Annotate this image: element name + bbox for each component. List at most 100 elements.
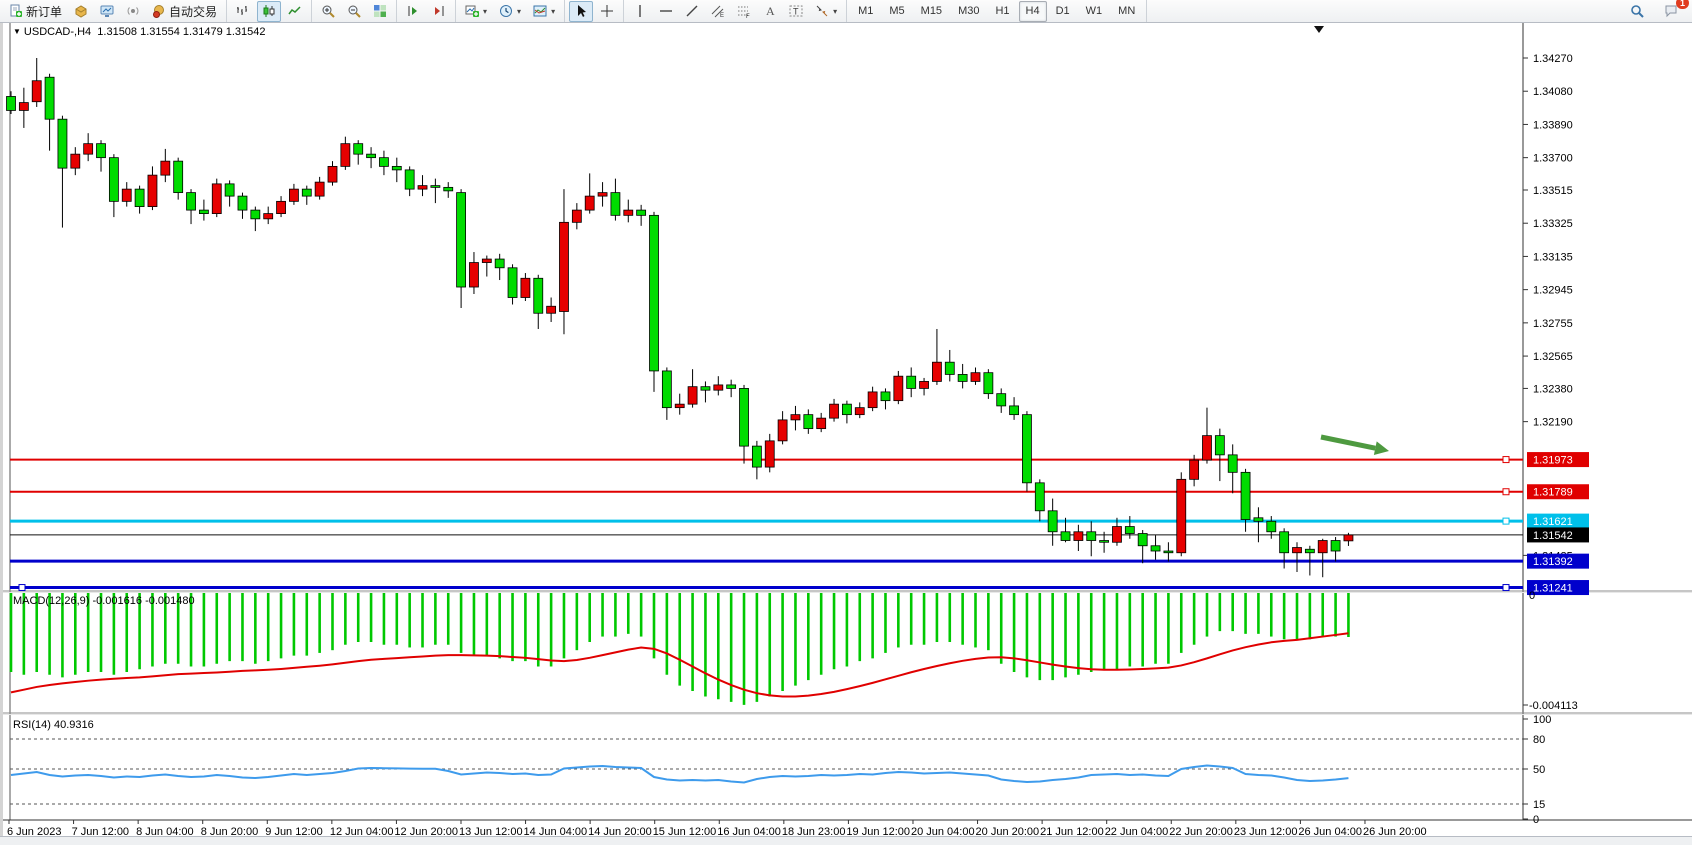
candle-63-bull [816,412,827,433]
charts-box-button[interactable] [69,1,93,22]
rsi-axis-label: 100 [1533,714,1551,726]
candle-59-bull [764,433,775,473]
timeframe-m5-button[interactable]: M5 [889,5,905,17]
macd-indicator-label: MACD(12,26,9) -0.001616 -0.001480 [13,595,195,607]
timeframe-m30-button[interactable]: M30 [958,5,980,17]
tile-windows-button[interactable] [368,1,392,22]
price-tick-label: 1.32190 [1533,417,1573,429]
market-watch-button[interactable] [95,1,119,22]
candle-15-bear [198,199,209,221]
trend-line-button[interactable] [680,1,704,22]
candle-46-bull [597,182,608,207]
dropdown-caret-icon[interactable]: ▾ [551,6,556,16]
text-label-button[interactable]: T [784,1,808,22]
price-tick-label: 1.32755 [1533,318,1573,330]
chat-button[interactable]: 1 [1659,0,1689,22]
candle-16-bull [211,178,222,218]
zoom-in-button[interactable] [316,1,340,22]
autotrade-button[interactable]: 自动交易 [147,1,222,22]
crosshair-icon [600,4,614,18]
signals-button[interactable] [121,1,145,22]
candle-75-bull [970,367,981,385]
candle-18-bear [237,192,248,219]
toolbar-group-4: ▾ ▾ ▾ [456,0,566,22]
crosshair-button[interactable] [595,1,619,22]
cursor-button[interactable] [569,0,594,22]
trend-arrow-annotation[interactable] [1320,434,1389,456]
hline-left-handle[interactable] [18,584,26,592]
time-label: 8 Jun 20:00 [201,826,259,838]
candlestick-chart-canvas[interactable]: 1.34270 1.34080 1.33890 1.33700 1.33515 1.333… [3,22,1692,844]
rsi-indicator-label: RSI(14) 40.9316 [13,719,94,731]
candle-44-bull [571,203,582,230]
time-label: 13 Jun 12:00 [459,826,523,838]
new-chart-button[interactable]: ▾ [460,1,492,22]
time-label: 26 Jun 20:00 [1363,826,1427,838]
time-label: 23 Jun 12:00 [1234,826,1298,838]
main-toolbar: 新订单 自动交易 ▾ ▾ ▾ E F A T ▾ M1 M5 M15 M30 H1 H4 D1 W1 MN 1 [0,0,1692,23]
timeframe-w1-button[interactable]: W1 [1085,5,1103,17]
dropdown-caret-icon[interactable]: ▾ [517,6,522,16]
candle-52-bull [674,393,685,415]
zoom-out-button[interactable] [342,1,366,22]
horizontal-line-button[interactable] [654,1,678,22]
candle-22-bull [289,183,299,205]
candle-89-bear [1150,535,1161,560]
dropdown-caret-icon[interactable]: ▾ [483,6,488,16]
timeframe-m1-button[interactable]: M1 [858,5,874,17]
time-label: 22 Jun 20:00 [1169,826,1233,838]
hline-handle-1.31973[interactable] [1502,456,1510,464]
candle-65-bear [842,400,852,424]
candle-64-bull [829,398,839,422]
candle-11-bull [147,166,158,211]
rsi-axis-label: 0 [1533,814,1539,826]
vertical-line-button[interactable] [628,1,652,22]
candle-93-bull [1202,407,1212,464]
timeframe-h1-button[interactable]: H1 [995,5,1010,17]
hline-handle-1.31241[interactable] [1502,584,1510,592]
hline-handle-1.31621[interactable] [1502,517,1510,525]
new-order-button[interactable]: 新订单 [4,1,67,22]
candle-32-bull [417,175,428,197]
hline-handle-1.31789[interactable] [1502,488,1510,496]
vertical-line-icon [633,4,647,18]
time-label: 9 Jun 12:00 [265,826,323,838]
line-chart-button[interactable] [283,1,307,22]
symbol-dropdown-icon[interactable]: ▼ [13,27,21,36]
search-button[interactable] [1625,1,1649,22]
chart-window[interactable]: 1.34270 1.34080 1.33890 1.33700 1.33515 1.333… [0,22,1692,844]
dropdown-caret-icon[interactable]: ▾ [833,6,838,16]
timeframe-d1-button[interactable]: D1 [1055,5,1070,17]
timeframe-h4-button[interactable]: H4 [1018,0,1047,22]
timeframe-m15-button[interactable]: M15 [920,5,943,17]
candle-94-bear [1214,428,1225,482]
candle-1-bull [18,87,29,128]
candlestick-chart-button[interactable] [257,0,282,22]
template-button[interactable]: ▾ [528,1,560,22]
scroll-end-marker-icon[interactable] [1314,26,1324,33]
candle-34-bear [443,182,454,198]
chart-shift-button[interactable] [427,1,451,22]
svg-text:1.31621: 1.31621 [1533,516,1573,528]
time-label: 7 Jun 12:00 [72,826,130,838]
equidistant-channel-button[interactable]: E [706,1,730,22]
candle-20-bull [263,206,274,225]
period-button[interactable]: ▾ [494,1,526,22]
bar-chart-button[interactable] [231,1,255,22]
new-chart-icon [465,4,480,18]
candle-77-bear [996,388,1007,413]
timeframe-mn-button[interactable]: MN [1118,5,1136,17]
candle-40-bull [520,273,531,302]
candle-39-bear [507,264,518,305]
shapes-button[interactable]: ▾ [810,1,842,22]
candle-101-bear [1304,545,1315,576]
candle-95-bear [1227,444,1238,494]
candlestick-chart-icon [262,4,276,18]
candle-45-bull [584,173,595,214]
text-button[interactable]: A [758,1,782,22]
candle-86-bull [1112,517,1122,546]
candle-2-bull [31,58,42,107]
fibonacci-button[interactable]: F [732,1,756,22]
candle-8-bear [108,154,119,218]
chart-shift-end-button[interactable] [401,1,425,22]
